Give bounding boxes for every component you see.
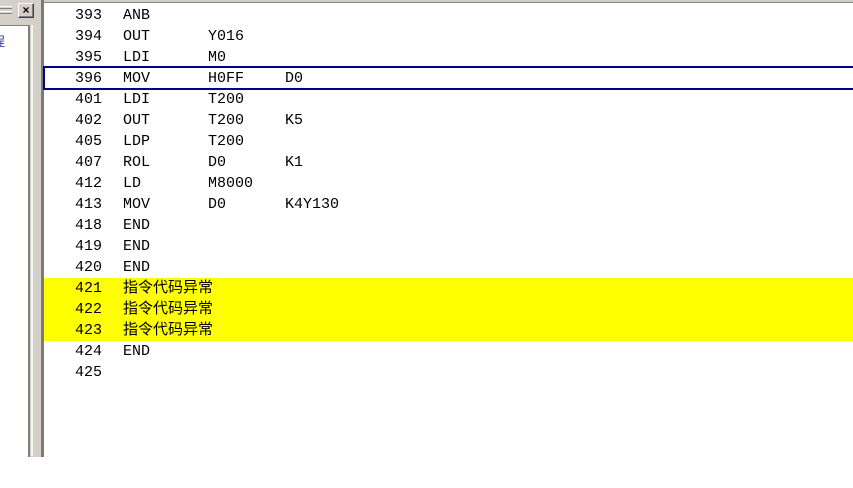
step-number: 405 <box>74 133 102 150</box>
tree-item-fragment: 程 <box>0 31 5 50</box>
screen: × 程 393 ANB 394 OUT Y016 395 LDI M0 396 … <box>0 0 853 457</box>
step-number: 418 <box>74 217 102 234</box>
step-number: 393 <box>74 7 102 24</box>
operand-1: Y016 <box>208 28 245 45</box>
operand-1: M0 <box>208 49 227 66</box>
program-row[interactable]: 402 OUT T200 K5 <box>44 110 853 131</box>
step-number: 425 <box>74 364 102 381</box>
step-number: 407 <box>74 154 102 171</box>
operand-2: K1 <box>285 154 304 171</box>
step-number: 412 <box>74 175 102 192</box>
instruction: ANB <box>123 7 151 24</box>
program-row[interactable]: 393 ANB <box>44 5 853 26</box>
instruction: END <box>123 217 151 234</box>
operand-1: H0FF <box>208 70 245 87</box>
instruction: OUT <box>123 28 151 45</box>
program-row[interactable]: 424 END <box>44 341 853 362</box>
panel-border <box>44 0 853 2</box>
operand-2: D0 <box>285 70 304 87</box>
instruction: END <box>123 259 151 276</box>
program-row[interactable]: 395 LDI M0 <box>44 47 853 68</box>
step-number: 420 <box>74 259 102 276</box>
instruction: ROL <box>123 154 151 171</box>
step-number: 395 <box>74 49 102 66</box>
instruction-list-panel: 393 ANB 394 OUT Y016 395 LDI M0 396 MOV … <box>41 0 853 457</box>
instruction: END <box>123 343 151 360</box>
program-row[interactable]: 405 LDP T200 <box>44 131 853 152</box>
step-number: 402 <box>74 112 102 129</box>
step-number: 423 <box>74 322 102 339</box>
program-row[interactable]: 420 END <box>44 257 853 278</box>
program-row[interactable]: 422 指令代码异常 <box>44 299 853 320</box>
instruction: LDI <box>123 49 151 66</box>
program-row[interactable]: 418 END <box>44 215 853 236</box>
program-row[interactable]: 425 <box>44 362 853 383</box>
program-row[interactable]: 394 OUT Y016 <box>44 26 853 47</box>
program-row[interactable]: 401 LDI T200 <box>44 89 853 110</box>
program-row[interactable]: 396 MOV H0FF D0 <box>43 66 853 90</box>
step-number: 396 <box>74 70 102 87</box>
instruction: MOV <box>123 70 151 87</box>
instruction: 指令代码异常 <box>123 322 214 339</box>
program-row[interactable]: 407 ROL D0 K1 <box>44 152 853 173</box>
panel-border <box>44 2 853 3</box>
program-row[interactable]: 413 MOV D0 K4Y130 <box>44 194 853 215</box>
instruction: 指令代码异常 <box>123 280 214 297</box>
operand-1: D0 <box>208 154 227 171</box>
operand-1: M8000 <box>208 175 254 192</box>
program-row[interactable]: 423 指令代码异常 <box>44 320 853 341</box>
step-number: 419 <box>74 238 102 255</box>
program-row[interactable]: 412 LD M8000 <box>44 173 853 194</box>
step-number: 422 <box>74 301 102 318</box>
instruction: MOV <box>123 196 151 213</box>
instruction: LDP <box>123 133 151 150</box>
close-icon: × <box>22 3 30 17</box>
operand-2: K5 <box>285 112 304 129</box>
instruction: LDI <box>123 91 151 108</box>
panel-gripper[interactable] <box>0 6 12 9</box>
step-number: 424 <box>74 343 102 360</box>
program-row[interactable]: 421 指令代码异常 <box>44 278 853 299</box>
panel-border <box>31 25 33 456</box>
step-number: 401 <box>74 91 102 108</box>
step-number: 394 <box>74 28 102 45</box>
docked-panel: × 程 <box>0 0 41 457</box>
step-number: 421 <box>74 280 102 297</box>
operand-1: T200 <box>208 91 245 108</box>
operand-1: D0 <box>208 196 227 213</box>
step-number: 413 <box>74 196 102 213</box>
operand-2: K4Y130 <box>285 196 340 213</box>
program-row[interactable]: 419 END <box>44 236 853 257</box>
instruction: LD <box>123 175 142 192</box>
instruction-list: 393 ANB 394 OUT Y016 395 LDI M0 396 MOV … <box>43 3 853 383</box>
instruction: OUT <box>123 112 151 129</box>
instruction: END <box>123 238 151 255</box>
operand-1: T200 <box>208 112 245 129</box>
operand-1: T200 <box>208 133 245 150</box>
close-button[interactable]: × <box>18 3 34 18</box>
panel-gripper[interactable] <box>0 11 12 14</box>
project-tree-panel: 程 <box>0 25 30 457</box>
instruction: 指令代码异常 <box>123 301 214 318</box>
